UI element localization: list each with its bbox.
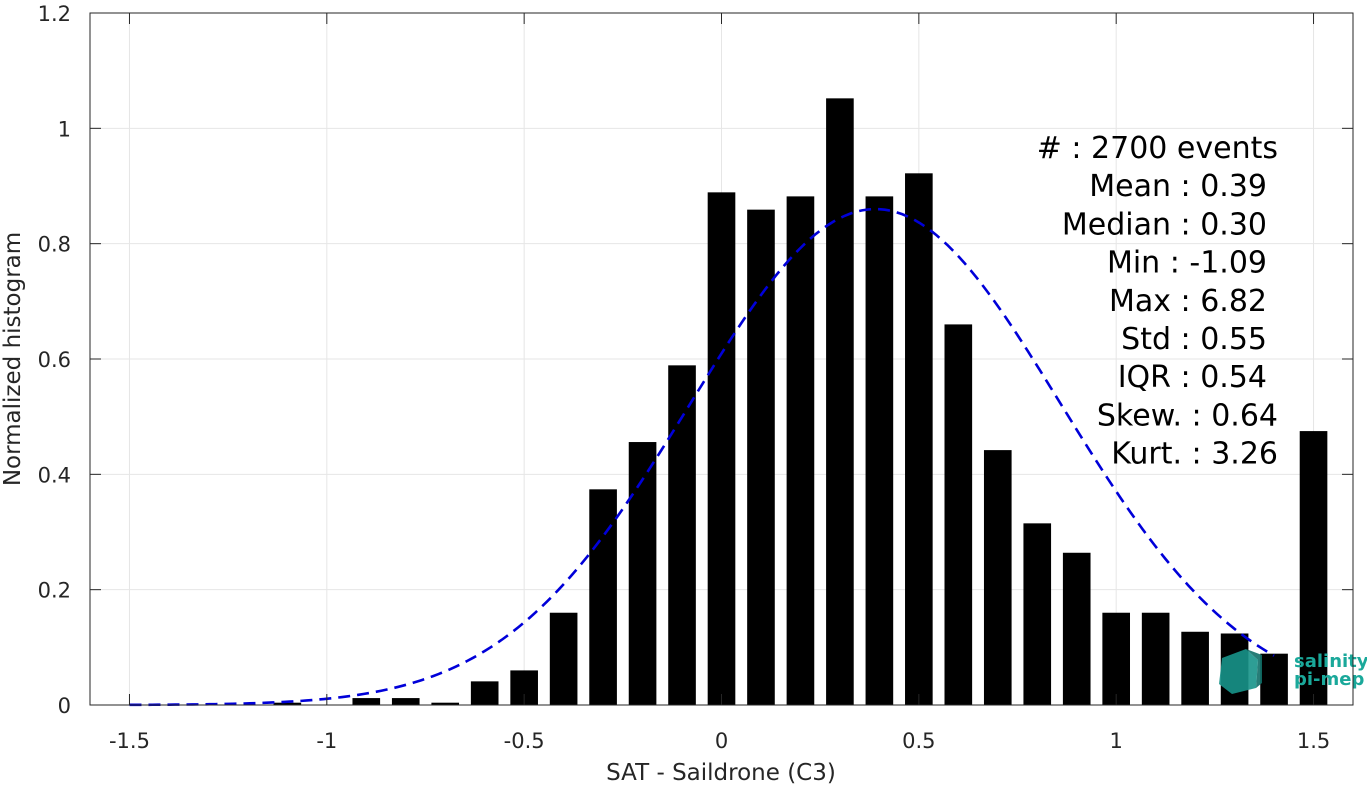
y-tick-label: 0.2 — [38, 579, 71, 603]
histogram-bar — [983, 450, 1012, 705]
histogram-bar — [628, 442, 657, 705]
y-tick-label: 0 — [58, 694, 71, 718]
histogram-bar — [865, 196, 894, 705]
histogram-bar — [944, 324, 973, 705]
y-tick-label: 0.6 — [38, 348, 71, 372]
x-tick-label: -1 — [316, 729, 337, 753]
stats-line: # : 2700 events — [1037, 131, 1278, 166]
x-axis-tick-labels: -1.5 -1 -0.5 0 0.5 1 1.5 — [109, 729, 1330, 753]
x-tick-label: 0 — [715, 729, 728, 753]
histogram-bar — [1181, 631, 1209, 705]
logo-line2: pi-mep — [1294, 669, 1364, 690]
x-tick-label: 1.5 — [1297, 729, 1330, 753]
x-tick-label: 0.5 — [902, 729, 935, 753]
stats-line: Max : 6.82 — [1109, 284, 1267, 319]
x-tick-label: -1.5 — [109, 729, 150, 753]
y-tick-label: 0.8 — [38, 233, 71, 257]
stats-line: Mean : 0.39 — [1089, 169, 1267, 204]
histogram-bar — [1062, 552, 1091, 705]
histogram-bar — [1260, 653, 1288, 705]
logo-line1: salinity — [1294, 651, 1367, 672]
histogram-bar — [549, 612, 578, 705]
stats-line: Median : 0.30 — [1062, 207, 1267, 242]
stats-line: Kurt. : 3.26 — [1111, 437, 1278, 472]
histogram-bar — [589, 489, 617, 705]
stats-line: Skew. : 0.64 — [1097, 398, 1278, 433]
histogram-bar — [747, 209, 775, 706]
logo-cube-front — [1219, 649, 1258, 694]
histogram-bar — [1102, 612, 1131, 705]
histogram-bar — [431, 702, 460, 705]
histogram-bar — [668, 365, 696, 705]
histogram-bar — [1299, 431, 1328, 705]
gaussian-fit-curve — [129, 207, 1275, 707]
y-axis-label: Normalized histogram — [0, 232, 26, 486]
histogram-bar — [826, 98, 854, 705]
histogram-bar — [273, 702, 302, 705]
stats-line: IQR : 0.54 — [1118, 360, 1267, 395]
histogram-bar — [707, 192, 736, 706]
x-tick-label: -0.5 — [504, 729, 545, 753]
x-axis-label: SAT - Saildrone (C3) — [606, 760, 836, 785]
y-tick-label: 1 — [58, 117, 71, 141]
histogram-bar — [786, 196, 815, 705]
y-axis-tick-labels: 0 0.2 0.4 0.6 0.8 1 1.2 — [38, 2, 71, 718]
histogram-bar — [470, 681, 499, 705]
histogram-bar — [1141, 612, 1170, 705]
histogram-bar — [352, 698, 381, 705]
stats-line: Std : 0.55 — [1121, 322, 1267, 357]
histogram-bar — [391, 698, 420, 705]
stats-line: Min : -1.09 — [1107, 246, 1267, 281]
logo-cube-side — [1246, 649, 1262, 688]
y-tick-label: 0.4 — [38, 463, 71, 487]
salinity-pi-mep-logo: salinity pi-mep — [1219, 649, 1367, 694]
histogram-bar — [905, 173, 933, 705]
axis-ticks — [90, 12, 1353, 706]
y-tick-label: 1.2 — [38, 2, 71, 26]
x-tick-label: 1 — [1110, 729, 1123, 753]
histogram-bar — [1023, 523, 1052, 705]
